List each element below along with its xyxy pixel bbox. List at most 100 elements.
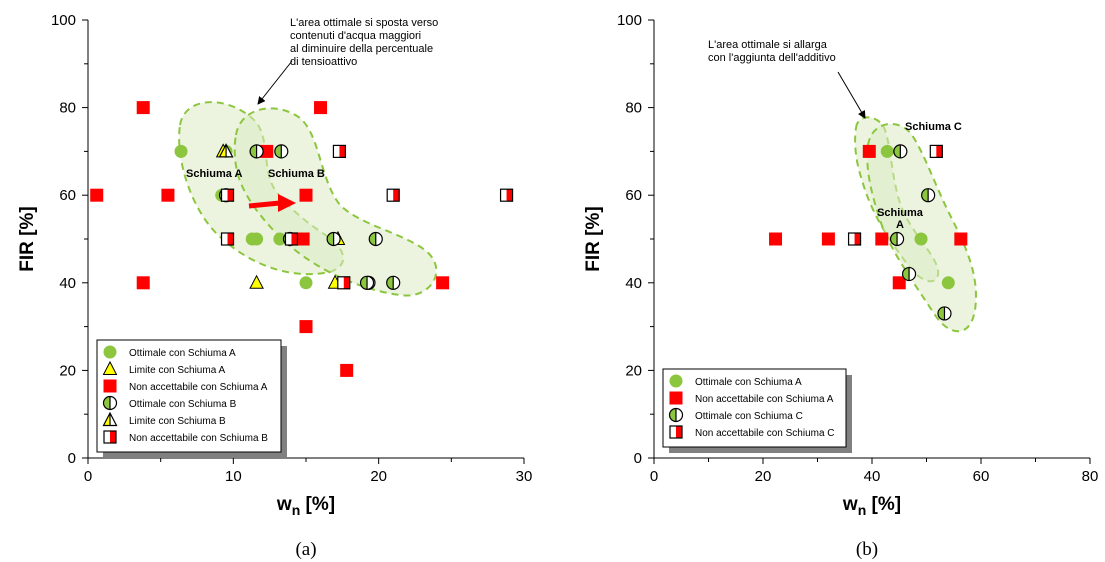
- b-point-s1-3: [875, 232, 889, 246]
- panel-a-annotation-arrow: [257, 60, 293, 105]
- a-y-axis-title: FIR [%]: [17, 206, 38, 271]
- a-point-s0-6: [299, 276, 313, 290]
- b-point-s1-5: [892, 276, 906, 290]
- a-legend-marker-4: [102, 411, 118, 427]
- a-point-s5-2: [386, 188, 400, 202]
- panel-b-zone-label-c: Schiuma C: [905, 121, 962, 133]
- a-point-s2-7: [296, 232, 310, 246]
- b-y-tick-label-4: 80: [625, 100, 642, 117]
- panel-b-chart: 0 20 40 60 80 0 20 40 60 80 100 wn [%] FIR [%] L'are…: [583, 12, 1098, 560]
- b-legend-label-1: Non accettabile con Schiuma A: [695, 394, 834, 405]
- b-y-axis-title: FIR [%]: [583, 206, 604, 271]
- b-y-tick-label-2: 40: [625, 275, 642, 292]
- a-point-s2-0: [136, 101, 150, 115]
- a-y-tick-label-3: 60: [59, 187, 76, 204]
- b-x-axis-title: wn [%]: [842, 494, 901, 518]
- a-point-s0-5: [273, 232, 287, 246]
- a-legend-marker-2: [103, 379, 117, 393]
- a-x-tick-label-2: 20: [370, 468, 387, 485]
- a-legend-label-4: Limite con Schiuma B: [129, 416, 226, 427]
- panel-a-legend: Ottimale con Schiuma A Limite con Schiuma…: [96, 339, 287, 458]
- b-point-s0-2: [941, 276, 955, 290]
- a-point-s5-4: [220, 232, 235, 246]
- a-legend-label-1: Limite con Schiuma A: [129, 365, 225, 376]
- a-point-s4-0: [218, 143, 234, 158]
- a-point-s2-5: [260, 144, 274, 158]
- a-point-s5-0: [332, 144, 347, 158]
- a-point-s0-4: [250, 232, 264, 246]
- b-point-s0-0: [880, 144, 894, 158]
- a-legend-label-5: Non accettabile con Schiuma B: [129, 433, 268, 444]
- b-x-tick-label-3: 60: [973, 468, 990, 485]
- b-legend-marker-1: [669, 391, 683, 405]
- b-legend-marker-3: [669, 425, 683, 439]
- a-point-s3-1: [274, 144, 289, 159]
- panel-a-annotation: L'area ottimale si sposta verso contenuti…: [290, 17, 438, 68]
- a-legend-box: [96, 339, 282, 453]
- a-point-s3-4: [368, 231, 383, 247]
- a-legend-marker-3: [102, 395, 118, 411]
- b-legend-marker-0: [669, 374, 683, 388]
- a-point-s2-2: [90, 188, 104, 202]
- a-point-s1-1: [249, 274, 264, 289]
- b-legend-box: [662, 368, 847, 448]
- panel-b-label: (b): [856, 539, 878, 560]
- panel-a-axes: 0 10 20 30 0 20 40 60 80 100 wn [%] FIR [%]: [17, 12, 532, 518]
- a-y-tick-label-4: 80: [59, 100, 76, 117]
- a-legend-marker-1: [102, 360, 118, 375]
- b-legend-marker-2: [668, 407, 684, 423]
- panel-a-label: (a): [295, 539, 316, 560]
- a-point-s3-3: [326, 231, 341, 247]
- a-point-s3-8: [386, 275, 401, 290]
- panel-b-annotation: L'area ottimale si allarga con l'aggiunta…: [708, 39, 836, 64]
- b-point-s1-2: [821, 232, 835, 246]
- a-point-s2-8: [136, 276, 150, 290]
- a-y-tick-label-2: 40: [59, 275, 76, 292]
- a-point-s5-1: [220, 188, 235, 202]
- b-y-tick-label-5: 100: [617, 12, 642, 29]
- b-legend-label-0: Ottimale con Schiuma A: [695, 377, 802, 388]
- b-point-s3-1: [847, 232, 862, 246]
- a-point-s3-0: [249, 144, 264, 159]
- panel-a-zone-label-b: Schiuma B: [268, 168, 325, 180]
- a-legend-marker-0: [103, 345, 117, 359]
- a-legend-label-2: Non accettabile con Schiuma A: [129, 382, 268, 393]
- b-x-tick-label-4: 80: [1082, 468, 1099, 485]
- panel-a-zone-label-a: Schiuma A: [186, 168, 242, 180]
- a-point-s2-1: [314, 101, 328, 115]
- a-x-tick-label-1: 10: [225, 468, 242, 485]
- a-x-tick-label-3: 30: [516, 468, 533, 485]
- b-point-s2-2: [889, 231, 905, 247]
- b-point-s2-3: [901, 266, 917, 282]
- b-point-s2-4: [937, 306, 952, 321]
- a-point-s2-3: [161, 188, 175, 202]
- a-y-tick-label-0: 0: [68, 450, 76, 467]
- a-point-s5-5: [284, 232, 299, 246]
- a-point-s5-6: [337, 276, 351, 290]
- b-point-s0-1: [914, 232, 928, 246]
- a-point-s2-10: [299, 320, 313, 334]
- b-point-s2-0: [893, 144, 908, 159]
- panel-a-points: [90, 101, 514, 377]
- panel-b-legend: Ottimale con Schiuma A Non accettabile co…: [662, 368, 852, 453]
- b-point-s3-0: [929, 144, 943, 158]
- a-point-s0-0: [174, 144, 188, 158]
- b-x-tick-label-1: 20: [755, 468, 772, 485]
- a-point-s3-7: [359, 275, 375, 290]
- a-x-axis-title: wn [%]: [276, 494, 335, 518]
- a-point-s2-4: [299, 188, 313, 202]
- a-y-tick-label-1: 20: [59, 362, 76, 379]
- panel-b-axes: 0 20 40 60 80 0 20 40 60 80 100 wn [%] FIR [%]: [583, 12, 1098, 518]
- panel-b-zone-label-a: Schiuma A: [877, 207, 924, 231]
- b-y-tick-label-0: 0: [634, 450, 642, 467]
- b-x-tick-label-2: 40: [864, 468, 881, 485]
- b-y-tick-label-3: 60: [625, 187, 642, 204]
- b-x-tick-label-0: 0: [650, 468, 658, 485]
- a-legend-label-0: Ottimale con Schiuma A: [129, 348, 236, 359]
- panel-a-red-arrow: [248, 194, 296, 212]
- b-y-tick-label-1: 20: [625, 362, 642, 379]
- b-legend-label-2: Ottimale con Schiuma C: [695, 411, 803, 422]
- a-x-tick-label-0: 0: [84, 468, 92, 485]
- panel-b-points: [769, 144, 968, 321]
